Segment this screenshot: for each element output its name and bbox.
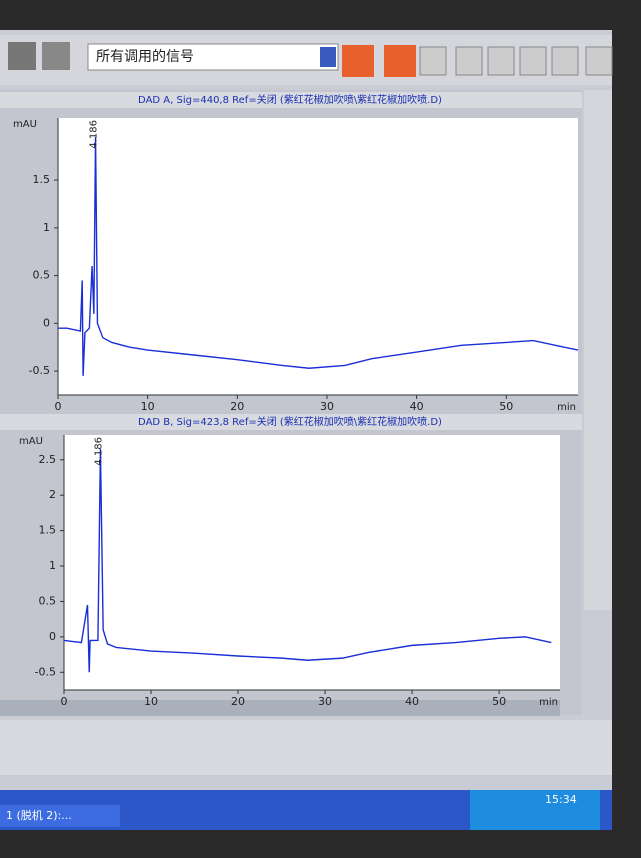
- y-tick-label: 1.5: [39, 524, 57, 537]
- peak-button[interactable]: [519, 46, 547, 76]
- tray: [470, 790, 600, 830]
- x-tick-label: 30: [320, 400, 334, 413]
- x-tick-label: 10: [141, 400, 155, 413]
- peak-button[interactable]: [585, 46, 613, 76]
- y-tick-label: 0: [49, 630, 56, 643]
- x-tick-label: 30: [318, 695, 332, 708]
- x-tick-label: 40: [410, 400, 424, 413]
- chart-header: [0, 414, 582, 430]
- y-tick-label: 2.5: [39, 453, 57, 466]
- dropdown-arrow[interactable]: [320, 47, 336, 67]
- task-button[interactable]: [0, 805, 120, 827]
- chart-title: DAD A, Sig=440,8 Ref=关闭 (紫红花椒加吹喷\紫红花椒加吹喷…: [138, 93, 442, 106]
- side-toolbar: [584, 90, 612, 610]
- y-tick-label: 0: [43, 316, 50, 329]
- x-tick-label: 20: [230, 400, 244, 413]
- x-tick-label: 10: [144, 695, 158, 708]
- y-tick-label: 2: [49, 488, 56, 501]
- x-axis-label: min: [557, 402, 576, 413]
- y-axis-label: mAU: [19, 436, 43, 447]
- peak-label: 4.186: [93, 437, 104, 466]
- status-area: [0, 720, 612, 775]
- y-tick-label: 0.5: [33, 269, 51, 282]
- dropdown-text: 所有调用的信号: [96, 49, 194, 65]
- signal-line: [63, 449, 552, 673]
- x-tick-label: 20: [231, 695, 245, 708]
- y-tick-label: 1: [43, 221, 50, 234]
- y-tick-label: 1.5: [33, 173, 51, 186]
- chart-header: [0, 92, 582, 108]
- y-tick-label: -0.5: [35, 665, 56, 678]
- x-tick-label: 50: [499, 400, 513, 413]
- select-button[interactable]: [455, 46, 483, 76]
- x-tick-label: 50: [492, 695, 506, 708]
- signal-line: [58, 137, 579, 376]
- chart-title: DAD B, Sig=423,8 Ref=关闭 (紫红花椒加吹喷\紫红花椒加吹喷…: [138, 415, 442, 428]
- x-axis-label: min: [539, 697, 558, 708]
- tool-button[interactable]: [42, 42, 70, 70]
- y-tick-label: -0.5: [29, 364, 50, 377]
- peak-button[interactable]: [551, 46, 579, 76]
- y-axis-label: mAU: [13, 119, 37, 130]
- task-text: 1 (脱机 2):...: [6, 808, 72, 822]
- x-tick-label: 40: [405, 695, 419, 708]
- y-tick-label: 0.5: [39, 594, 57, 607]
- peak-label: 4.186: [89, 120, 100, 149]
- x-tick-label: 0: [61, 695, 68, 708]
- print-button[interactable]: [8, 42, 36, 70]
- peak-button[interactable]: [487, 46, 515, 76]
- y-tick-label: 1: [49, 559, 56, 572]
- zoom-out-button[interactable]: [419, 46, 447, 76]
- zoom-in-button[interactable]: [384, 45, 416, 77]
- plot-area: [64, 435, 560, 690]
- tool-button[interactable]: [342, 45, 374, 77]
- x-tick-label: 0: [55, 400, 62, 413]
- scrollbar[interactable]: [0, 700, 560, 716]
- plot-area: [58, 118, 578, 395]
- clock: 15:34: [545, 793, 577, 806]
- signal-dropdown[interactable]: [87, 43, 339, 71]
